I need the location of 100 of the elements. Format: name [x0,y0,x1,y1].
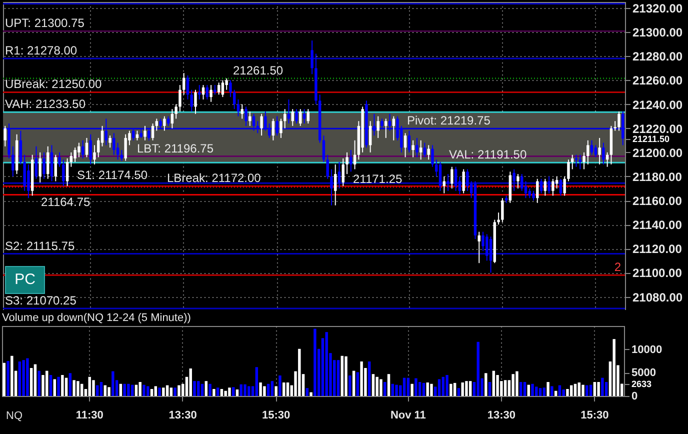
bar [174,388,176,396]
candlestick [291,108,294,126]
candlestick [482,231,484,252]
candlestick [423,142,426,158]
bar [6,361,10,396]
bar [138,382,142,396]
candlestick [516,174,520,189]
y-tick-label: 21120.00 [632,242,682,256]
x-tick-label: Nov 11 [390,410,426,422]
y-tick-label: 10000 [632,344,662,356]
bar [244,384,246,396]
candlestick [34,146,38,180]
candlestick [78,142,80,158]
candlestick [272,118,275,141]
candlestick [58,152,61,168]
candlestick [42,152,46,180]
bar [270,381,274,396]
candlestick [334,164,337,206]
x-tick-label: 15:30 [580,410,609,422]
annotation: 2 [614,260,622,274]
x-tick-label: 11:30 [76,410,104,422]
bar [204,381,208,396]
candlestick [256,120,260,134]
bar [406,378,410,396]
bar [465,381,468,396]
ref-line-label: 21171.25 [353,172,402,186]
candlestick [512,168,516,192]
bar [348,375,352,396]
bar [574,384,577,396]
candlestick [166,116,170,126]
y-tick-label: 2633 [632,379,652,390]
candlestick [408,130,411,153]
x-tick-label: 15:30 [262,410,290,422]
bar [414,378,418,396]
bar [127,384,130,396]
candlestick [431,144,434,168]
candlestick [280,118,282,138]
bar [263,386,266,396]
bar [402,378,406,396]
candlestick [252,113,256,132]
bar [384,382,386,396]
candlestick [62,159,65,187]
candlestick [240,104,244,120]
bar [519,382,522,396]
bar [108,387,110,396]
bar [325,332,328,396]
candlestick [225,78,228,90]
candlestick [170,108,174,129]
bar [38,370,40,396]
candlestick [350,149,352,172]
candlestick [380,118,384,129]
bar [589,384,592,396]
bar [453,382,456,396]
y-tick-label: 21080.00 [632,290,683,304]
bar [96,385,99,396]
candlestick [186,74,190,100]
bar [259,382,262,396]
candlestick [532,190,535,202]
bar [46,370,48,396]
ref-line-label: 21164.75 [41,194,90,209]
bar [104,385,107,396]
button: PC [5,266,45,294]
bar [387,374,390,396]
bar [18,361,22,396]
bar [601,378,604,396]
candlestick [438,162,442,192]
bar [278,375,282,396]
bar [193,381,196,396]
candlestick [299,108,302,126]
bar [523,382,526,396]
ref-line-label: VAH: 21233.50 [5,97,86,112]
candlestick [376,116,380,138]
bar [418,382,422,396]
candlestick [12,146,14,177]
bar [612,339,616,396]
candlestick [536,178,539,204]
bar [30,368,33,396]
candlestick [108,135,112,148]
candlestick [446,174,450,192]
bar [597,382,600,396]
candlestick [229,80,232,98]
bar [236,389,239,396]
bar [130,384,134,396]
bar [542,388,546,396]
bar [306,388,309,396]
bar [442,376,445,396]
candlestick [260,113,263,136]
bar [558,385,562,396]
bar [593,382,596,396]
bar [208,384,212,396]
ref-line-label: VAL: 21191.50 [449,148,527,162]
candlestick [338,162,341,189]
bar [150,389,154,396]
candlestick [478,231,480,264]
ref-line-label: UPT: 21300.75 [5,16,85,30]
y-tick-label: 21140.00 [632,218,682,232]
bar [546,382,550,396]
candlestick [155,118,158,132]
bar [286,382,290,396]
candlestick [563,176,566,196]
